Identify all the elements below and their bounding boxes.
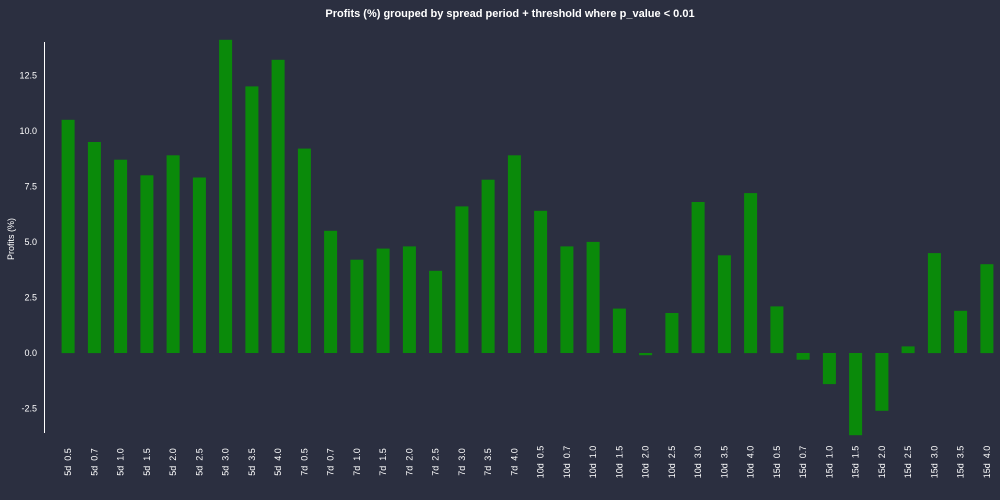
bar (691, 202, 705, 354)
x-tick-label: 10d 0.7 (562, 446, 572, 479)
x-tick-label: 7d 1.5 (378, 448, 388, 476)
bar (665, 313, 679, 353)
x-tick-label: 5d 2.0 (168, 448, 178, 476)
bar (534, 210, 548, 353)
x-tick-label: 10d 3.5 (719, 446, 729, 479)
bar (166, 155, 180, 353)
bar (612, 308, 626, 353)
bar (744, 193, 758, 354)
bar (402, 246, 416, 353)
x-tick-label: 15d 4.0 (982, 446, 992, 479)
bar (586, 241, 600, 353)
x-tick-label: 7d 2.5 (431, 448, 441, 476)
bar (770, 306, 784, 354)
x-tick-label: 10d 1.0 (588, 446, 598, 479)
y-tick-label: 5.0 (24, 237, 37, 247)
bar (429, 270, 443, 353)
bar (455, 206, 469, 353)
y-tick-label: 2.5 (24, 292, 37, 302)
x-tick-label: 7d 3.5 (483, 448, 493, 476)
x-tick-label: 5d 1.5 (142, 448, 152, 476)
y-tick-label: 7.5 (24, 181, 37, 191)
x-tick-label: 15d 1.0 (824, 446, 834, 479)
y-tick-label: -2.5 (21, 404, 37, 414)
bar (192, 177, 206, 353)
y-axis-label: Profits (%) (6, 218, 16, 260)
bar (875, 353, 889, 411)
bar (297, 148, 311, 353)
x-tick-label: 15d 2.5 (903, 446, 913, 479)
x-tick-label: 10d 4.0 (746, 446, 756, 479)
x-tick-label: 5d 1.0 (116, 448, 126, 476)
x-tick-label: 15d 1.5 (851, 446, 861, 479)
x-tick-label: 7d 2.0 (404, 448, 414, 476)
x-tick-label: 7d 0.5 (299, 448, 309, 476)
x-tick-label: 5d 2.5 (194, 448, 204, 476)
x-tick-label: 15d 3.0 (929, 446, 939, 479)
bar (87, 142, 101, 354)
bar (271, 59, 285, 354)
x-tick-label: 7d 3.0 (457, 448, 467, 476)
x-tick-label: 15d 0.7 (798, 446, 808, 479)
bar (927, 253, 941, 354)
y-tick-label: 12.5 (19, 70, 37, 80)
bar (219, 39, 233, 354)
bar (140, 175, 154, 353)
bar (980, 264, 994, 354)
bar (324, 230, 338, 353)
y-tick-label: 10.0 (19, 126, 37, 136)
bar (639, 353, 653, 356)
x-tick-group: 5d 0.5 5d 0.7 5d 1.0 5d 1.5 5d 2.0 5d 2.5 5d 3… (63, 446, 992, 479)
y-tick-label: 0.0 (24, 348, 37, 358)
x-tick-label: 5d 3.5 (247, 448, 257, 476)
bar (376, 248, 390, 353)
x-tick-label: 15d 2.0 (877, 446, 887, 479)
x-tick-label: 10d 2.5 (667, 446, 677, 479)
x-tick-label: 7d 4.0 (509, 448, 519, 476)
bar (717, 255, 731, 354)
x-tick-label: 15d 3.5 (956, 446, 966, 479)
x-tick-label: 10d 2.0 (641, 446, 651, 479)
chart-title: Profits (%) grouped by spread period + t… (325, 8, 694, 20)
bar (901, 346, 915, 354)
bar (560, 246, 574, 353)
x-tick-label: 10d 0.5 (536, 446, 546, 479)
y-tick-group: -2.5 0.0 2.5 5.0 7.5 10.0 12.5 (19, 70, 37, 413)
x-tick-label: 5d 3.0 (221, 448, 231, 476)
bar (954, 310, 968, 353)
x-tick-label: 5d 4.0 (273, 448, 283, 476)
x-tick-label: 5d 0.7 (89, 448, 99, 476)
bar (481, 179, 495, 353)
bar (245, 86, 259, 354)
x-tick-label: 7d 1.0 (352, 448, 362, 476)
bar (822, 353, 836, 385)
bar (350, 259, 364, 353)
x-tick-label: 5d 0.5 (63, 448, 73, 476)
x-tick-label: 10d 1.5 (614, 446, 624, 479)
bar (114, 159, 128, 353)
x-tick-label: 10d 3.0 (693, 446, 703, 479)
x-tick-label: 7d 0.7 (326, 448, 336, 476)
x-tick-label: 15d 0.5 (772, 446, 782, 479)
bar (849, 353, 863, 436)
bar (507, 155, 521, 353)
bar (796, 353, 810, 360)
bar-group (61, 39, 994, 436)
bar (61, 119, 75, 354)
